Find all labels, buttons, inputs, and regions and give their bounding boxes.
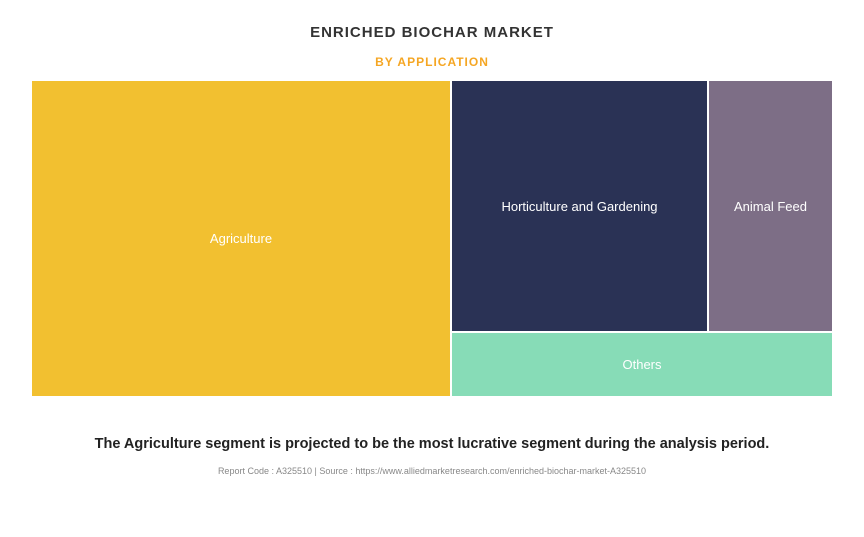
report-code: A325510 (276, 466, 312, 476)
chart-footer: Report Code : A325510 | Source : https:/… (32, 466, 832, 476)
report-label: Report Code : (218, 466, 276, 476)
chart-caption: The Agriculture segment is projected to … (32, 436, 832, 452)
treemap-container: AgricultureHorticulture and GardeningAni… (32, 81, 832, 396)
source-label: Source : (319, 466, 355, 476)
chart-title: ENRICHED BIOCHAR MARKET (32, 24, 832, 41)
chart-subtitle: BY APPLICATION (32, 55, 832, 69)
segment-animal-feed: Animal Feed (709, 81, 832, 331)
segment-horticulture-and-gardening: Horticulture and Gardening (452, 81, 707, 331)
source-url: https://www.alliedmarketresearch.com/enr… (355, 466, 646, 476)
segment-others: Others (452, 333, 832, 396)
segment-agriculture: Agriculture (32, 81, 450, 396)
